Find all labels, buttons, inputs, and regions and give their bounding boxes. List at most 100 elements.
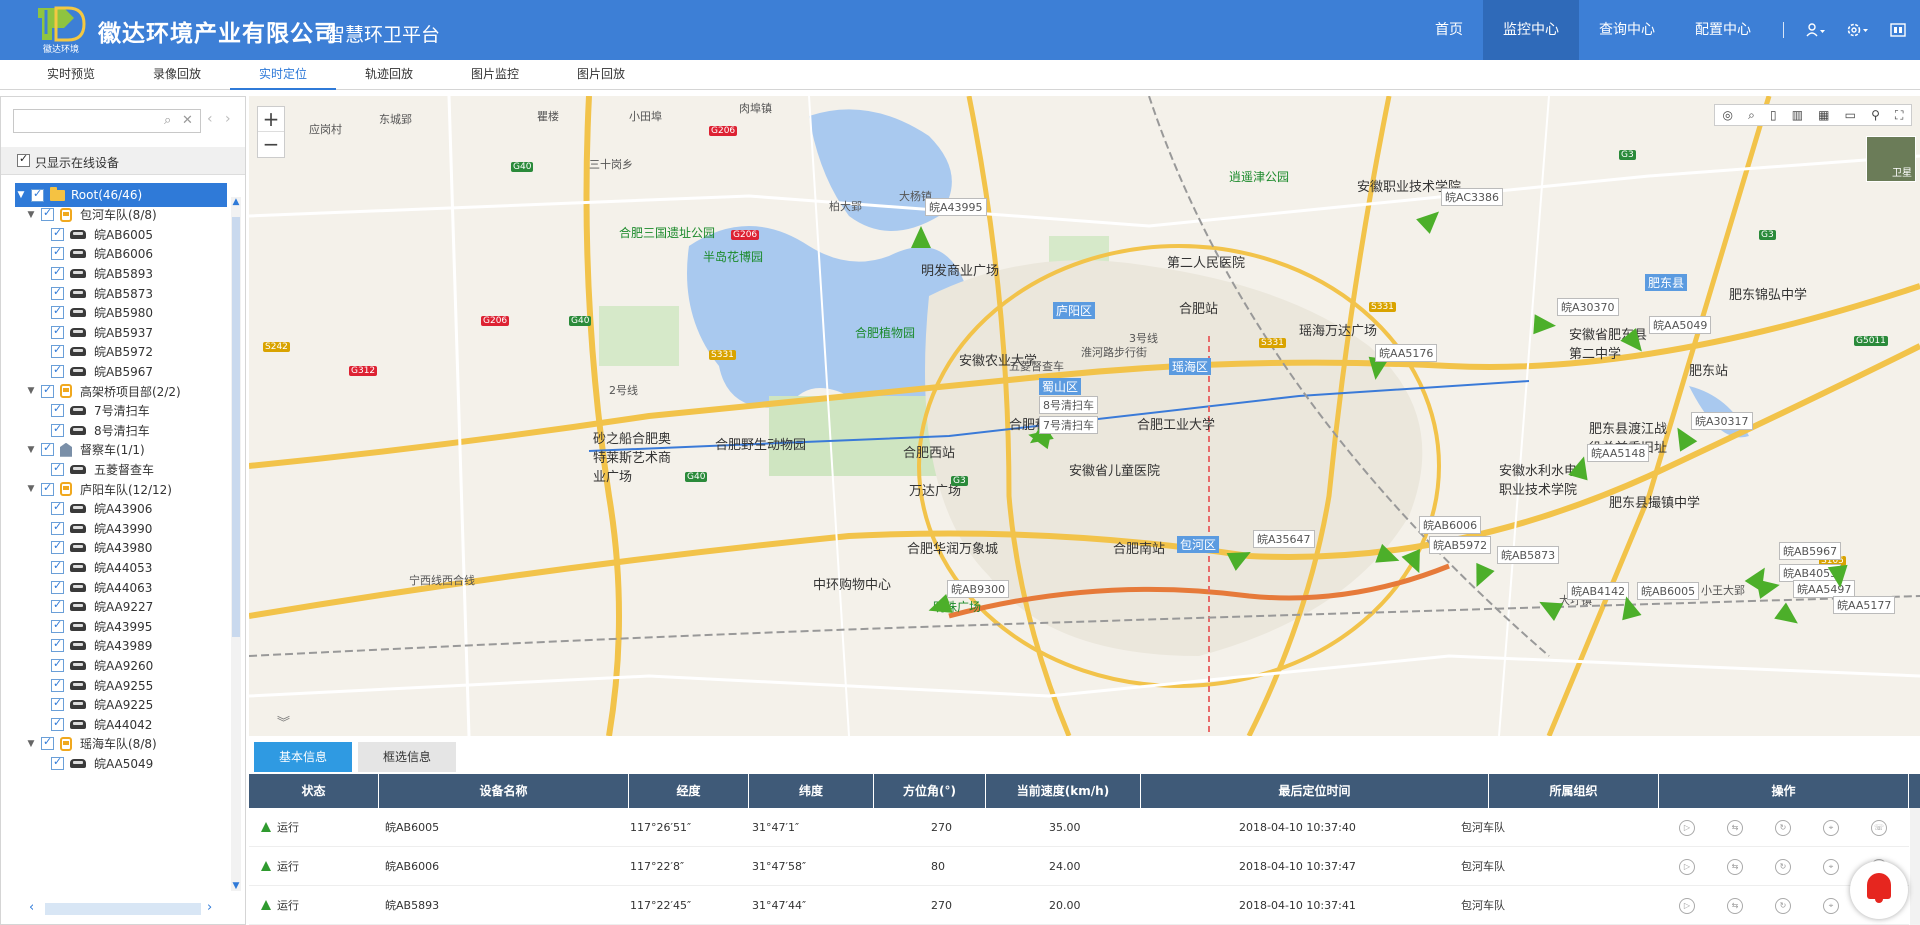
table-row[interactable]: 运行 皖AB6005 117°26′51″ 31°47′1″ 270 35.00 2018-… bbox=[249, 808, 1909, 847]
vehicle-label[interactable]: 皖A43995 bbox=[925, 198, 987, 216]
column-header[interactable]: 经度 bbox=[629, 774, 749, 808]
tree-checkbox[interactable] bbox=[51, 285, 64, 300]
tree-checkbox[interactable] bbox=[51, 755, 64, 770]
tree-device-item[interactable]: 皖A43995 bbox=[1, 614, 229, 638]
swap-icon[interactable]: ⇆ bbox=[1727, 898, 1743, 914]
vehicle-marker-icon[interactable] bbox=[1827, 564, 1851, 590]
tree-checkbox[interactable] bbox=[51, 598, 64, 614]
tab-track-playback[interactable]: 轨迹回放 bbox=[364, 67, 413, 81]
tree-device-item[interactable]: 皖AB6005 bbox=[1, 222, 229, 246]
tree-horizontal-scrollbar[interactable] bbox=[45, 903, 201, 915]
play-icon[interactable]: ▷ bbox=[1679, 820, 1695, 836]
tab-realtime-location[interactable]: 实时定位 bbox=[230, 60, 336, 90]
tree-group-item[interactable]: ▼ 督察车(1/1) bbox=[1, 438, 229, 462]
tree-device-item[interactable]: 皖AB5980 bbox=[1, 301, 229, 325]
next-arrow-icon[interactable]: › bbox=[225, 111, 231, 127]
vehicle-label[interactable]: 皖AA5177 bbox=[1833, 596, 1896, 614]
tab-box-select-info[interactable]: 框选信息 bbox=[358, 742, 456, 772]
table-icon[interactable]: ▦ bbox=[1818, 108, 1830, 122]
vehicle-label[interactable]: 皖AA5497 bbox=[1793, 580, 1856, 598]
tree-checkbox[interactable] bbox=[51, 618, 64, 633]
tree-device-item[interactable]: 皖AB5937 bbox=[1, 320, 229, 344]
tree-root-item[interactable]: ▼ Root(46/46) bbox=[15, 183, 227, 207]
tree-checkbox[interactable] bbox=[51, 363, 64, 378]
collapse-panel-icon[interactable]: ︾ bbox=[277, 716, 291, 731]
vehicle-label[interactable]: 7号清扫车 bbox=[1039, 416, 1098, 434]
tree-device-item[interactable]: 皖A44063 bbox=[1, 575, 229, 599]
fullscreen-icon[interactable]: ⛶ bbox=[1894, 107, 1904, 122]
vehicle-label[interactable]: 皖AB5873 bbox=[1497, 546, 1560, 564]
tree-checkbox[interactable] bbox=[51, 539, 64, 555]
table-scrollbar[interactable] bbox=[1910, 808, 1920, 925]
tree-checkbox[interactable] bbox=[51, 461, 64, 476]
scroll-thumb[interactable] bbox=[232, 217, 240, 637]
tree-checkbox[interactable] bbox=[41, 735, 54, 751]
tree-checkbox[interactable] bbox=[51, 696, 64, 712]
measure-icon[interactable]: ▥ bbox=[1791, 108, 1804, 122]
tree-checkbox[interactable] bbox=[51, 657, 64, 672]
compass-icon[interactable]: ◎ bbox=[1722, 108, 1734, 122]
scroll-right-icon[interactable]: › bbox=[207, 900, 213, 915]
column-header[interactable]: 状态 bbox=[249, 774, 379, 808]
online-only-checkbox[interactable] bbox=[17, 152, 30, 167]
ruler-icon[interactable]: ▯ bbox=[1769, 108, 1777, 122]
location-icon[interactable]: ⌖ bbox=[1823, 898, 1839, 914]
tab-basic-info[interactable]: 基本信息 bbox=[254, 742, 352, 772]
tree-checkbox[interactable] bbox=[41, 441, 54, 457]
tree-device-item[interactable]: 皖A43990 bbox=[1, 516, 229, 540]
magnifier-icon[interactable]: ⌕ bbox=[1748, 107, 1755, 122]
map-view[interactable]: 应岗村 东城郢 瞿楼 小田埠 肉埠镇 合肥三国遗址公园 半岛花博园 明发商业广场 第二人民医院 逍… bbox=[249, 96, 1920, 736]
expand-toggle-icon[interactable]: ▼ bbox=[27, 209, 35, 220]
vehicle-label[interactable]: 皖AB9300 bbox=[947, 580, 1010, 598]
tree-checkbox[interactable] bbox=[51, 559, 64, 574]
tree-device-item[interactable]: 五菱督查车 bbox=[1, 457, 229, 481]
vehicle-label[interactable]: 皖A30317 bbox=[1691, 412, 1753, 430]
vehicle-label[interactable]: 皖A30370 bbox=[1557, 298, 1619, 316]
gear-icon[interactable] bbox=[1836, 0, 1880, 60]
tree-checkbox[interactable] bbox=[51, 579, 64, 594]
vehicle-label[interactable]: 皖AB6006 bbox=[1419, 516, 1482, 534]
tree-checkbox[interactable] bbox=[51, 245, 64, 261]
vehicle-marker-icon[interactable] bbox=[1533, 314, 1557, 336]
expand-toggle-icon[interactable]: ▼ bbox=[27, 484, 35, 494]
expand-toggle-icon[interactable]: ▼ bbox=[27, 444, 35, 455]
vehicle-marker-icon[interactable] bbox=[911, 226, 931, 248]
table-row[interactable]: 运行 皖AB6006 117°22′8″ 31°47′58″ 80 24.00 2018-0… bbox=[249, 847, 1909, 886]
scroll-left-icon[interactable]: ‹ bbox=[29, 900, 35, 915]
tree-checkbox[interactable] bbox=[51, 637, 64, 653]
tree-checkbox[interactable] bbox=[31, 187, 44, 202]
tree-device-item[interactable]: 皖AB5967 bbox=[1, 359, 229, 383]
clear-icon[interactable]: ✕ bbox=[182, 113, 193, 128]
vehicle-label[interactable]: 皖A35647 bbox=[1253, 530, 1315, 548]
tree-device-item[interactable]: 皖A44042 bbox=[1, 712, 229, 736]
location-icon[interactable]: ⌖ bbox=[1823, 859, 1839, 875]
window-icon[interactable] bbox=[1880, 0, 1920, 60]
column-header[interactable]: 最后定位时间 bbox=[1141, 774, 1489, 808]
device-search-input[interactable] bbox=[16, 112, 156, 130]
vehicle-label[interactable]: 皖AA5148 bbox=[1587, 444, 1650, 462]
tree-device-item[interactable]: 7号清扫车 bbox=[1, 399, 229, 423]
swap-icon[interactable]: ⇆ bbox=[1727, 820, 1743, 836]
tree-device-item[interactable]: 8号清扫车 bbox=[1, 418, 229, 442]
tree-checkbox[interactable] bbox=[51, 324, 64, 339]
nav-monitor-center[interactable]: 监控中心 bbox=[1483, 0, 1579, 60]
tree-device-item[interactable]: 皖A43906 bbox=[1, 497, 229, 521]
zoom-in-button[interactable]: + bbox=[258, 107, 284, 132]
tree-device-item[interactable]: 皖AB5893 bbox=[1, 261, 229, 285]
vehicle-label[interactable]: 皖AB4142 bbox=[1567, 582, 1630, 600]
tree-checkbox[interactable] bbox=[51, 265, 64, 280]
tab-picture-monitor[interactable]: 图片监控 bbox=[470, 67, 519, 81]
tree-checkbox[interactable] bbox=[51, 716, 64, 731]
scroll-down-icon[interactable]: ▼ bbox=[232, 881, 240, 891]
tree-group-item[interactable]: ▼ 包河车队(8/8) bbox=[1, 203, 229, 227]
tree-device-item[interactable]: 皖AA5049 bbox=[1, 751, 229, 775]
tree-device-item[interactable]: 皖AA9225 bbox=[1, 693, 229, 717]
expand-toggle-icon[interactable]: ▼ bbox=[27, 386, 35, 396]
tree-checkbox[interactable] bbox=[41, 206, 54, 222]
tree-checkbox[interactable] bbox=[51, 343, 64, 359]
expand-toggle-icon[interactable]: ▼ bbox=[17, 190, 25, 200]
tree-group-item[interactable]: ▼ 瑶海车队(8/8) bbox=[1, 732, 229, 756]
vehicle-label[interactable]: 皖AA5049 bbox=[1649, 316, 1712, 334]
tree-checkbox[interactable] bbox=[51, 402, 64, 418]
column-header[interactable]: 纬度 bbox=[749, 774, 874, 808]
